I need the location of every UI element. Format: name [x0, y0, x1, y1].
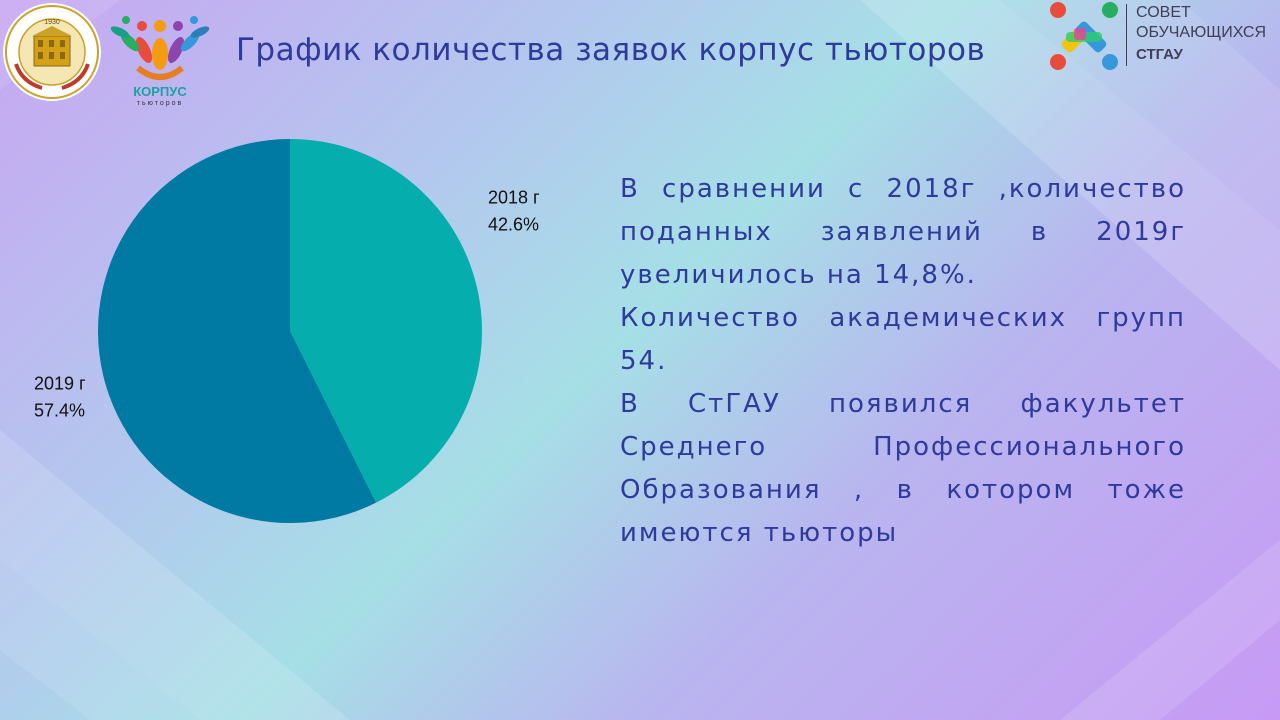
pie-chart: 2018 г 42.6% 2019 г 57.4%: [34, 139, 540, 523]
pie-slice-1: [97, 139, 377, 523]
info-text: В сравнении с 2018г ,количество поданных…: [620, 168, 1186, 555]
university-logo: 1930: [2, 2, 102, 102]
info-paragraph-3: В СтГАУ появился факультет Среднего Проф…: [620, 389, 1186, 548]
corpus-logo-name: КОРПУС: [133, 84, 187, 99]
page-title: График количества заявок корпус тьюторов: [236, 32, 986, 68]
corpus-tutors-logo: КОРПУС тьюторов: [108, 4, 212, 110]
council-line-1: СОВЕТ: [1136, 4, 1191, 21]
council-line-2: ОБУЧАЮЩИХСЯ: [1136, 24, 1266, 41]
council-line-3: СТГАУ: [1136, 46, 1183, 63]
slice-value-label-0: 42.6%: [488, 214, 539, 234]
info-paragraph-1: В сравнении с 2018г ,количество поданных…: [620, 174, 1186, 290]
university-year: 1930: [44, 19, 60, 26]
corpus-logo-sub: тьюторов: [136, 100, 184, 107]
slice-value-label-1: 57.4%: [34, 401, 85, 421]
pie-slice-0: [290, 139, 482, 503]
info-paragraph-2: Количество академических групп 54.: [620, 303, 1186, 376]
student-council-logo: СОВЕТ ОБУЧАЮЩИХСЯ СТГАУ: [1044, 0, 1280, 74]
slice-label-1: 2019 г: [34, 374, 86, 394]
slice-label-0: 2018 г: [488, 187, 540, 207]
